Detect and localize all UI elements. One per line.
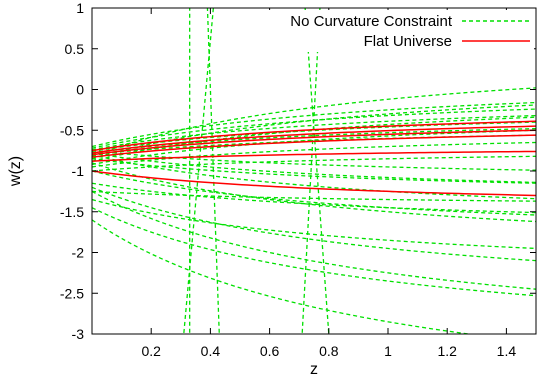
flat-universe-curve xyxy=(92,120,536,152)
no-curvature-curve xyxy=(92,154,536,200)
x-tick-label: 0.6 xyxy=(260,343,280,359)
y-tick-label: -1 xyxy=(72,163,85,179)
x-tick-label: 1.2 xyxy=(437,343,457,359)
no-curvature-curve xyxy=(92,108,536,149)
plot-frame xyxy=(91,7,537,335)
no-curvature-curve xyxy=(92,198,536,250)
x-tick-label: 1.4 xyxy=(497,343,517,359)
y-tick-label: 0 xyxy=(76,82,84,98)
no-curvature-curve xyxy=(92,170,536,216)
y-axis-label: w(z) xyxy=(7,156,24,187)
legend-background xyxy=(262,10,534,52)
flat-universe-curve xyxy=(92,125,536,154)
no-curvature-curve xyxy=(183,8,215,334)
no-curvature-curve xyxy=(92,186,536,262)
legend-label-green: No Curvature Constraint xyxy=(290,13,453,30)
dashed-curves-layer xyxy=(92,8,536,334)
no-curvature-curve xyxy=(92,152,536,184)
no-curvature-curve xyxy=(92,182,536,214)
y-tick-label: -0.5 xyxy=(60,122,84,138)
no-curvature-curve xyxy=(92,190,536,290)
y-tick-label: -2 xyxy=(72,245,85,261)
legend: No Curvature Constraint Flat Universe xyxy=(262,10,534,52)
flat-universe-curve xyxy=(92,129,536,156)
y-axis-ticks: 1 0.5 0 -0.5 -1 -1.5 -2 -2.5 -3 xyxy=(60,0,536,342)
x-tick-label: 0.4 xyxy=(201,343,221,359)
no-curvature-curve xyxy=(92,158,536,184)
x-axis-label: z xyxy=(310,361,318,378)
x-tick-label: 0.8 xyxy=(319,343,339,359)
flat-universe-curve xyxy=(92,134,536,158)
no-curvature-curve xyxy=(301,8,321,334)
x-tick-label: 1 xyxy=(384,343,392,359)
legend-label-red: Flat Universe xyxy=(364,33,452,50)
no-curvature-curve xyxy=(92,219,474,334)
y-tick-label: 0.5 xyxy=(65,41,85,57)
solid-curves-layer xyxy=(92,120,536,197)
y-tick-label: -1.5 xyxy=(60,204,84,220)
no-curvature-curve xyxy=(206,8,220,334)
no-curvature-curve xyxy=(304,8,330,334)
no-curvature-curve xyxy=(92,162,536,223)
flat-universe-curve xyxy=(92,150,536,162)
no-curvature-curve xyxy=(92,121,536,153)
flat-universe-curve xyxy=(92,170,536,197)
y-tick-label: -2.5 xyxy=(60,285,84,301)
no-curvature-curve xyxy=(92,207,536,297)
y-tick-label: 1 xyxy=(76,0,84,16)
x-tick-label: 0.2 xyxy=(141,343,161,359)
x-axis-ticks: 0.2 0.4 0.6 0.8 1 1.2 1.4 xyxy=(141,8,516,359)
y-tick-label: -3 xyxy=(72,326,85,342)
no-curvature-curve xyxy=(92,114,536,151)
